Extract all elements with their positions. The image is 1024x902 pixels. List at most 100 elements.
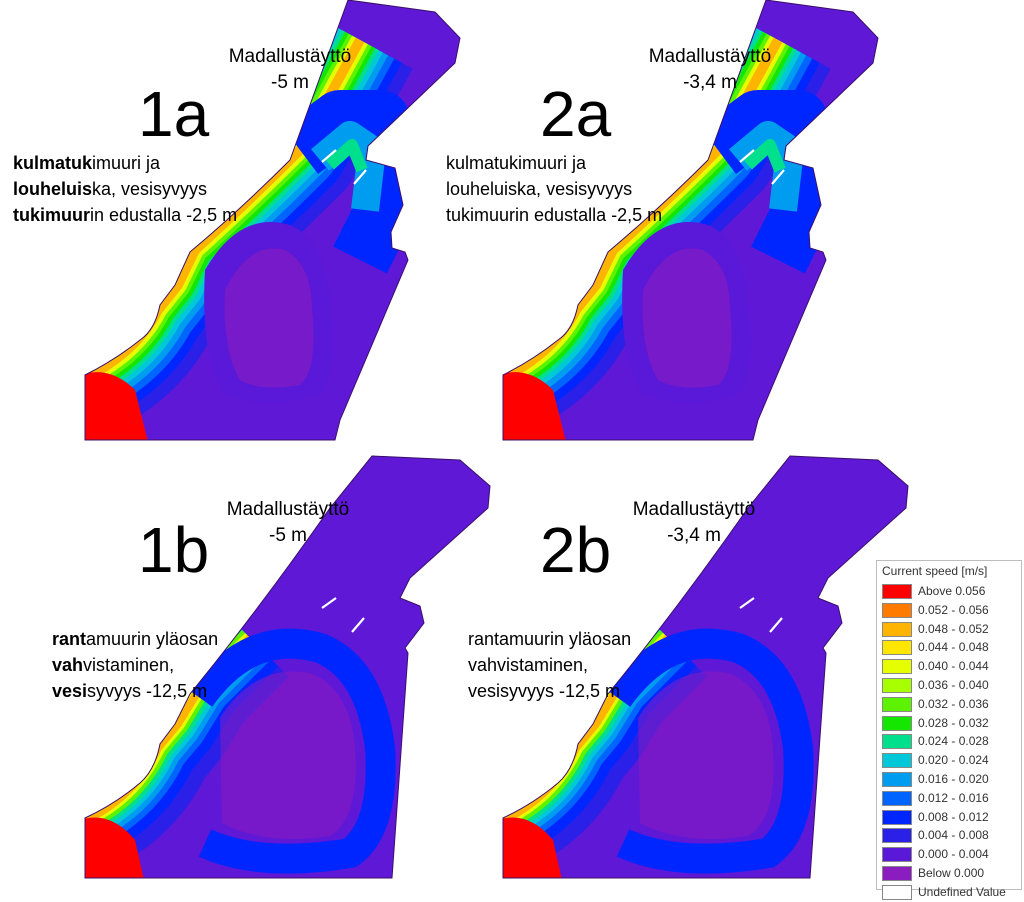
structure-marker (769, 617, 783, 633)
speed-band (743, 139, 786, 173)
legend-label: 0.020 - 0.024 (918, 753, 989, 768)
legend-swatch (882, 828, 912, 844)
description-1b-line1: rantamuurin yläosan (52, 629, 219, 649)
caption-2a-line1: Madallustäyttö (648, 46, 772, 67)
legend-item: 0.044 - 0.048 (882, 639, 1022, 657)
legend-item: 0.016 - 0.020 (882, 771, 1022, 789)
legend-item: Below 0.000 (882, 865, 1022, 883)
speed-band (700, 90, 838, 274)
legend-label: 0.048 - 0.052 (918, 621, 989, 636)
legend-swatch (882, 584, 912, 599)
legend-item: 0.012 - 0.016 (882, 790, 1022, 808)
description-1a-line1: kulmatukimuuri ja (13, 153, 161, 173)
structure-marker (739, 149, 755, 163)
description-2b-line2: vahvistaminen, (468, 655, 589, 675)
speed-band (311, 121, 386, 212)
legend-item: Undefined Value (882, 884, 1022, 902)
speed-band (187, 628, 396, 874)
model-boundary (84, 0, 461, 441)
legend-swatch (882, 734, 912, 750)
description-1b: rantamuurin yläosan vahvistaminen, vesis… (52, 626, 218, 704)
structure-marker (739, 597, 755, 609)
description-1b-line3: vesisyvyys -12,5 m (52, 681, 208, 701)
legend-label: 0.016 - 0.020 (918, 772, 989, 786)
caption-2a: Madallustäyttö -3,4 m (632, 44, 788, 96)
caption-2b: Madallustäyttö -3,4 m (616, 497, 772, 549)
calm-basin-core (224, 248, 314, 388)
description-2a-line1: kulmatukimuuri ja (446, 153, 587, 173)
panel-label-2b: 2b (540, 514, 612, 586)
description-1a-line3: tukimuurin edustalla -2,5 m (13, 205, 238, 225)
legend-item: 0.040 - 0.044 (882, 658, 1022, 676)
legend-item: 0.032 - 0.036 (882, 696, 1022, 714)
caption-2b-line2: -3,4 m (667, 525, 721, 546)
legend-item: 0.048 - 0.052 (882, 621, 1022, 639)
legend-label: Undefined Value (918, 884, 1006, 899)
calm-basin-core (642, 248, 732, 388)
description-1a-line2: louheluiska, vesisyvyys (13, 179, 208, 199)
legend-swatch (882, 602, 912, 618)
current-speed-legend: Current speed [m/s] Above 0.056 0.052 - 0… (876, 560, 1022, 900)
caption-1b-line1: Madallustäyttö (226, 499, 350, 520)
legend-label: 0.004 - 0.008 (918, 828, 989, 843)
description-2b-line1: rantamuurin yläosan (468, 629, 632, 649)
description-1a: kulmatukimuuri ja louheluiska, vesisyvyy… (13, 150, 237, 228)
legend-item: 0.008 - 0.012 (882, 809, 1022, 827)
description-2a-line2: louheluiska, vesisyvyys (446, 179, 633, 199)
panel-label-1b: 1b (138, 514, 210, 586)
caption-1a: Madallustäyttö -5 m (212, 44, 368, 96)
legend-item: 0.004 - 0.008 (882, 827, 1022, 845)
calm-basin-core (220, 671, 356, 840)
panel-label-2a: 2a (540, 78, 612, 150)
structure-marker (353, 169, 367, 185)
legend-label: 0.052 - 0.056 (918, 602, 989, 617)
legend-swatch (882, 640, 912, 656)
legend-item: Above 0.056 (882, 583, 1022, 601)
model-boundary (502, 0, 879, 441)
description-2a: kulmatukimuuri ja louheluiska, vesisyvyy… (446, 150, 662, 228)
model-boundary (502, 455, 909, 879)
structure-marker (321, 149, 337, 163)
legend-item: 0.028 - 0.032 (882, 715, 1022, 733)
caption-1a-line1: Madallustäyttö (228, 46, 352, 67)
legend-label: Below 0.000 (918, 866, 985, 880)
legend-label: Above 0.056 (918, 584, 986, 598)
caption-2a-line2: -3,4 m (683, 72, 737, 93)
structure-marker (321, 597, 337, 609)
legend-label: 0.012 - 0.016 (918, 790, 989, 805)
legend-label: 0.024 - 0.028 (918, 734, 989, 749)
legend-swatch (882, 753, 912, 769)
speed-band (605, 628, 814, 874)
caption-1b: Madallustäyttö -5 m (210, 497, 366, 549)
legend-item: 0.020 - 0.024 (882, 752, 1022, 770)
speed-band (325, 139, 368, 173)
legend-swatch (882, 678, 912, 693)
legend-item: 0.024 - 0.028 (882, 733, 1022, 751)
legend-swatch (882, 621, 912, 637)
legend-label: 0.028 - 0.032 (918, 715, 989, 730)
legend-title: Current speed [m/s] (882, 564, 988, 578)
model-boundary (84, 455, 491, 879)
description-2b: rantamuurin yläosan vahvistaminen, vesis… (468, 626, 631, 704)
speed-zone-high (503, 372, 568, 440)
legend-swatch (882, 884, 912, 900)
legend-item: 0.000 - 0.004 (882, 846, 1022, 864)
legend-item: 0.036 - 0.040 (882, 677, 1022, 695)
legend-swatch (882, 715, 912, 731)
legend-label: 0.040 - 0.044 (918, 659, 989, 674)
legend-swatch (882, 772, 912, 787)
structure-marker (351, 617, 365, 633)
legend-swatch (882, 809, 912, 825)
description-1b-line2: vahvistaminen, (52, 655, 175, 675)
legend-label: 0.044 - 0.048 (918, 640, 989, 655)
legend-item: 0.052 - 0.056 (882, 602, 1022, 620)
legend-swatch (882, 659, 912, 675)
legend-swatch (882, 696, 912, 712)
speed-zone-high (85, 372, 150, 440)
caption-2b-line1: Madallustäyttö (632, 499, 756, 520)
caption-1b-line2: -5 m (269, 525, 307, 546)
legend-label: 0.008 - 0.012 (918, 809, 989, 824)
legend-label: 0.032 - 0.036 (918, 696, 989, 711)
legend-label: 0.036 - 0.040 (918, 678, 989, 692)
